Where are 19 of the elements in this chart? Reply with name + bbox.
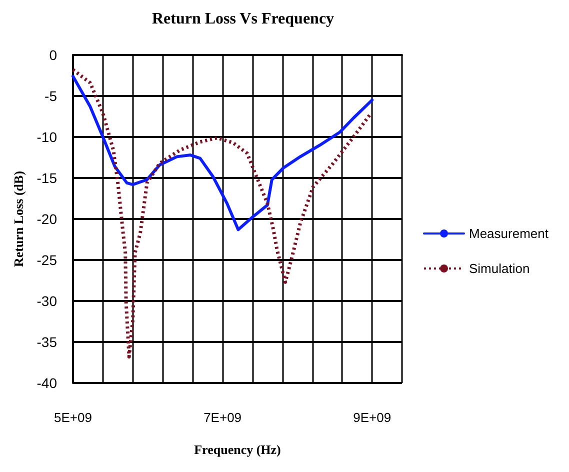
chart-title: Return Loss Vs Frequency (152, 10, 334, 28)
x-tick-label: 7E+09 (204, 410, 242, 425)
y-tick-label: -10 (36, 129, 58, 145)
line-series (71, 68, 372, 359)
x-tick-label: 9E+09 (353, 410, 392, 425)
y-axis-title: Return Loss (dB) (11, 170, 26, 268)
line-series (72, 74, 374, 232)
x-axis-title: Frequency (Hz) (194, 442, 281, 457)
y-tick-label: -5 (44, 88, 58, 104)
y-tick-label: -35 (36, 334, 58, 350)
legend-label: Measurement (469, 226, 549, 241)
y-tick-label: -20 (36, 211, 58, 227)
y-tick-label: -30 (36, 293, 58, 309)
y-tick-label: -40 (36, 375, 58, 391)
y-tick-label: -15 (36, 170, 58, 186)
y-tick-label: 0 (49, 47, 58, 63)
y-tick-label: -25 (36, 252, 58, 268)
legend-label: Simulation (469, 261, 530, 276)
x-tick-label: 5E+09 (54, 410, 92, 425)
